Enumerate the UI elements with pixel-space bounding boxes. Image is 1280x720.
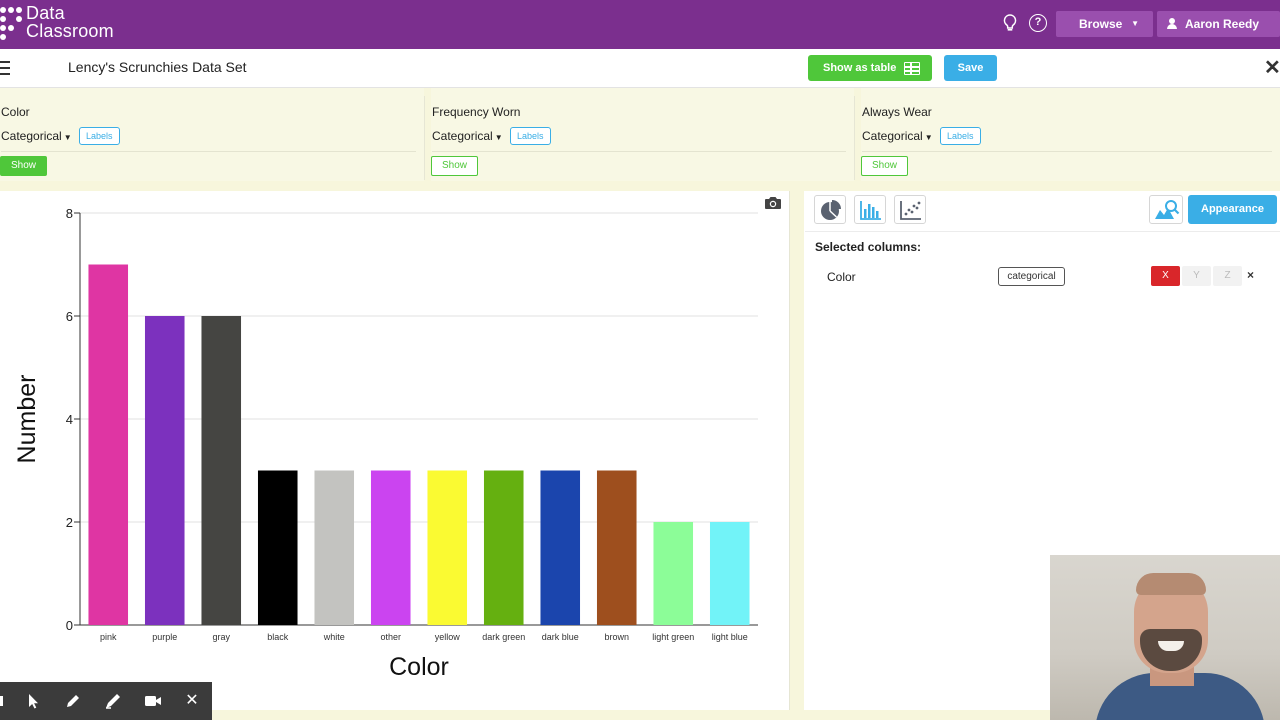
x-tick-label: other [380, 632, 401, 642]
browse-dropdown-button[interactable]: Browse ▼ [1056, 11, 1153, 37]
pointer-tool-icon[interactable] [14, 682, 52, 720]
caret-down-icon: ▼ [924, 133, 933, 142]
show-as-table-button[interactable]: Show as table [808, 55, 932, 81]
column-type-dropdown[interactable]: Categorical ▼ [432, 129, 503, 143]
column-panel-always-wear: Always Wear Categorical ▼ Labels Show [861, 88, 1280, 181]
data-classroom-logo[interactable]: Data Classroom [0, 3, 140, 43]
bar-white [314, 470, 355, 625]
column-name: Color [1, 105, 30, 119]
camera-icon[interactable] [764, 196, 782, 210]
x-tick-label: light blue [712, 632, 748, 642]
remove-column-icon[interactable]: × [1247, 268, 1255, 282]
close-toolbar-icon[interactable]: ✕ [185, 692, 199, 709]
bar-gray [201, 316, 242, 625]
selected-columns-heading: Selected columns: [815, 240, 922, 254]
bar-light-green [653, 522, 694, 625]
divider [805, 231, 1280, 232]
divider [1, 151, 416, 152]
x-tick-label: black [267, 632, 289, 642]
labels-button[interactable]: Labels [79, 127, 120, 145]
x-tick-label: dark green [482, 632, 525, 642]
bar-other [370, 470, 411, 625]
divider [424, 96, 425, 180]
bar-yellow [427, 470, 468, 625]
map-search-icon[interactable] [1149, 195, 1183, 224]
column-type-dropdown[interactable]: Categorical ▼ [862, 129, 933, 143]
labels-button[interactable]: Labels [940, 127, 981, 145]
y-axis-title: Number [13, 375, 41, 464]
x-tick-label: white [323, 632, 345, 642]
lightbulb-icon[interactable] [1001, 14, 1019, 32]
webcam-video [1050, 555, 1280, 720]
hamburger-menu-icon[interactable] [0, 61, 10, 75]
bar-chart: 0 2 4 6 8 pink purple gray black white other yellow… [13, 206, 758, 681]
highlighter-tool-icon[interactable] [94, 682, 132, 720]
x-tick-label: pink [100, 632, 117, 642]
divider [862, 151, 1272, 152]
x-tick-label: purple [152, 632, 177, 642]
page-title: Lency's Scrunchies Data Set [68, 59, 247, 75]
y-tick-label: 6 [66, 309, 73, 324]
pen-tool-icon[interactable] [54, 682, 92, 720]
x-tick-label: gray [212, 632, 230, 642]
scatter-plot-icon[interactable] [894, 195, 926, 224]
divider [854, 96, 855, 180]
top-nav-bar: Data Classroom ? Browse ▼ Aaron Reedy [0, 0, 1280, 49]
x-tick-label: dark blue [542, 632, 579, 642]
close-icon[interactable]: ✕ [1264, 57, 1280, 79]
y-tick-label: 0 [66, 618, 73, 633]
bar-brown [596, 470, 637, 625]
caret-down-icon: ▼ [494, 133, 503, 142]
selected-column-name: Color [827, 270, 856, 284]
bar-light-blue [709, 522, 750, 625]
logo-text: Data Classroom [26, 3, 114, 41]
column-panel-color: Color Categorical ▼ Labels Show [0, 88, 424, 181]
bar-purple [144, 316, 185, 625]
pie-chart-icon[interactable] [814, 195, 846, 224]
appearance-button[interactable]: Appearance [1188, 195, 1277, 224]
x-axis-button[interactable]: X [1151, 266, 1180, 286]
column-type-badge: categorical [998, 267, 1065, 286]
column-panel-frequency-worn: Frequency Worn Categorical ▼ Labels Show [431, 88, 854, 181]
user-icon [1166, 18, 1178, 30]
z-axis-button[interactable]: Z [1213, 266, 1242, 286]
video-camera-icon[interactable] [133, 682, 171, 720]
table-icon [904, 62, 920, 75]
caret-down-icon: ▼ [63, 133, 72, 142]
logo-icon [0, 7, 24, 40]
show-button[interactable]: Show [861, 156, 908, 176]
y-axis-button[interactable]: Y [1182, 266, 1211, 286]
user-name: Aaron Reedy [1185, 17, 1260, 31]
bar-black [257, 470, 298, 625]
toolbar-edge [0, 696, 3, 706]
y-tick-label: 8 [66, 206, 73, 221]
help-icon[interactable]: ? [1029, 14, 1047, 32]
x-tick-label: brown [604, 632, 629, 642]
divider [432, 151, 846, 152]
x-tick-label: light green [652, 632, 694, 642]
column-name: Frequency Worn [432, 105, 521, 119]
show-button[interactable]: Show [431, 156, 478, 176]
show-button[interactable]: Show [0, 156, 47, 176]
bar-chart-icon[interactable] [854, 195, 886, 224]
column-type-dropdown[interactable]: Categorical ▼ [1, 129, 72, 143]
save-button[interactable]: Save [944, 55, 997, 81]
bar-dark-green [483, 470, 524, 625]
user-menu-button[interactable]: Aaron Reedy [1157, 11, 1280, 37]
bar-dark-blue [540, 470, 581, 625]
x-tick-label: yellow [435, 632, 461, 642]
labels-button[interactable]: Labels [510, 127, 551, 145]
caret-down-icon: ▼ [1131, 19, 1139, 28]
dataset-title-bar: Lency's Scrunchies Data Set Show as tabl… [0, 49, 1280, 88]
x-axis-title: Color [389, 653, 449, 681]
y-tick-label: 4 [66, 412, 73, 427]
annotation-toolbar: ✕ [0, 682, 212, 720]
y-tick-label: 2 [66, 515, 73, 530]
column-name: Always Wear [862, 105, 932, 119]
bar-pink [88, 264, 129, 625]
